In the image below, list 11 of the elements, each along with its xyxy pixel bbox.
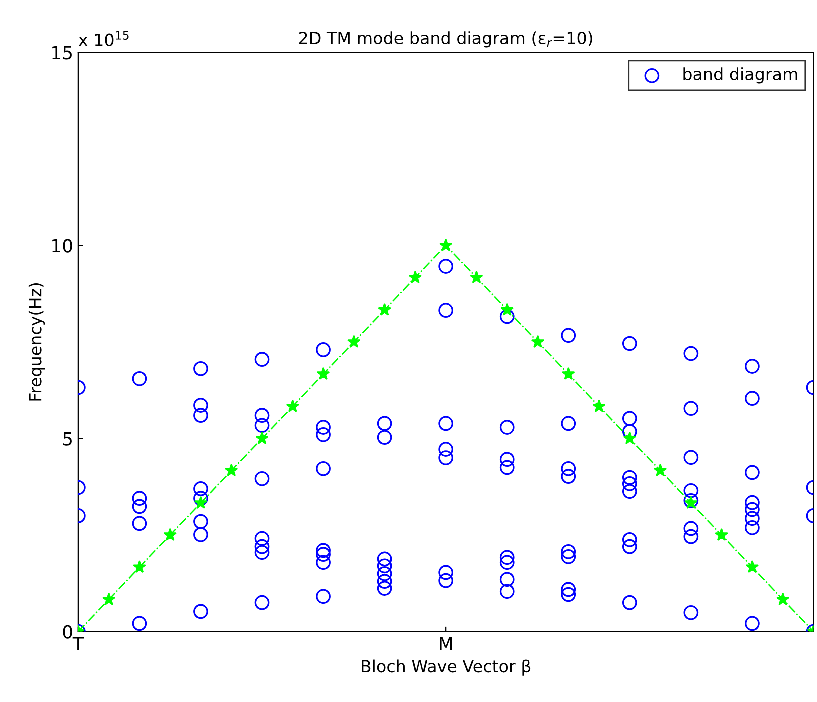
x-axis-title: Bloch Wave Vector β bbox=[362, 660, 531, 676]
y-tick-label: 15 bbox=[52, 46, 72, 60]
y-tick-label: 10 bbox=[52, 239, 72, 253]
legend-label: band diagram bbox=[684, 68, 798, 84]
y-axis-title: Frequency(Hz) bbox=[28, 283, 46, 401]
y-tick-label: 5 bbox=[63, 432, 72, 446]
x-tick-label: T bbox=[72, 637, 84, 650]
y-tick-label: 0 bbox=[63, 625, 72, 639]
text: x 10$^{15}$ bbox=[78, 31, 129, 46]
chart-title: 2D TM mode band diagram (ε$_{r}$=10) bbox=[299, 32, 592, 48]
x-tick-label: M bbox=[440, 637, 452, 650]
